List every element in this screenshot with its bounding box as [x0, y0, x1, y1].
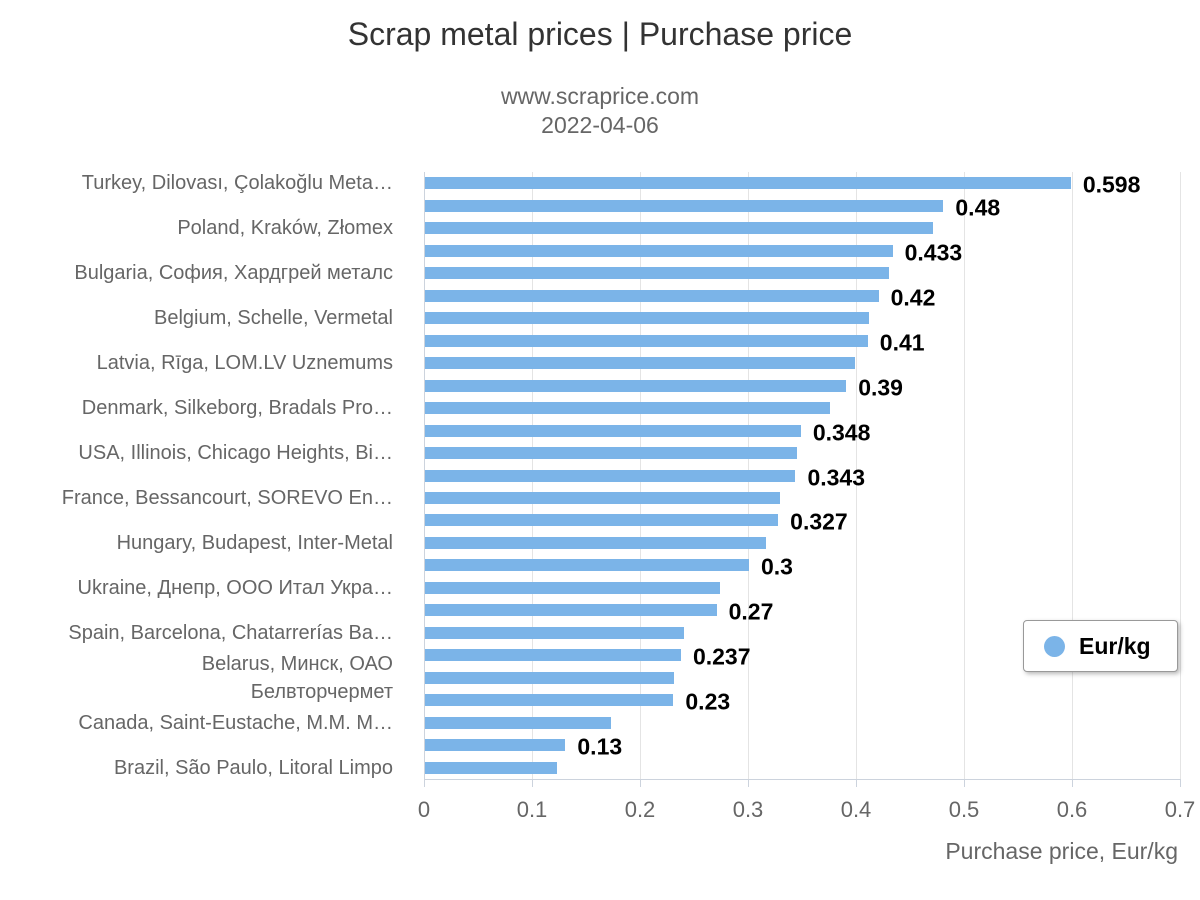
value-label: 0.23 [685, 688, 731, 715]
grid-line [964, 172, 965, 779]
category-label: Bulgaria, София, Хардгрей металс [74, 262, 393, 285]
bar[interactable] [425, 469, 795, 482]
category-label: Belgium, Schelle, Vermetal [153, 307, 393, 330]
bar[interactable] [425, 334, 868, 347]
bar[interactable] [425, 177, 1071, 190]
value-label: 0.433 [904, 239, 963, 266]
bar[interactable] [425, 514, 778, 527]
category-label: Brazil, São Paulo, Litoral Limpo [113, 756, 393, 779]
value-label: 0.27 [728, 598, 774, 625]
legend-label: Eur/kg [1079, 632, 1151, 659]
value-label: 0.48 [955, 194, 1001, 221]
chart-subtitle-date: 2022-04-06 [541, 112, 659, 138]
category-label: Latvia, Rīga, LOM.LV Uznemums [96, 352, 393, 375]
bar[interactable] [425, 222, 933, 235]
axis-tick [1180, 779, 1181, 787]
grid-line [1072, 172, 1073, 779]
value-label: 0.42 [890, 284, 936, 311]
x-tick-label: 0.6 [1056, 797, 1088, 822]
bar[interactable] [425, 581, 720, 594]
bar[interactable] [425, 626, 684, 639]
value-label: 0.598 [1082, 171, 1141, 198]
bar[interactable] [425, 739, 565, 752]
bar[interactable] [425, 604, 717, 617]
axis-tick [748, 779, 749, 787]
axis-tick [424, 779, 425, 787]
y-axis-line [424, 172, 425, 779]
value-label: 0.348 [812, 419, 871, 446]
legend-series-marker-icon [1044, 635, 1065, 657]
axis-tick [1072, 779, 1073, 787]
legend[interactable]: Eur/kg [1023, 620, 1178, 672]
value-label: 0.237 [692, 643, 751, 670]
x-axis-line [424, 779, 1181, 780]
bar[interactable] [425, 267, 889, 280]
category-label: Spain, Barcelona, Chatarrerías Ba… [68, 621, 393, 644]
value-label: 0.39 [858, 374, 903, 401]
value-label: 0.41 [879, 329, 925, 356]
x-tick-label: 0.5 [948, 797, 980, 822]
bar[interactable] [425, 694, 673, 707]
axis-tick [640, 779, 641, 787]
bar[interactable] [425, 447, 797, 460]
grid-line [1180, 172, 1181, 779]
value-label: 0.13 [577, 733, 623, 760]
bar[interactable] [425, 424, 801, 437]
x-tick-label: 0.2 [624, 797, 656, 822]
value-label: 0.343 [807, 464, 865, 490]
category-label: Belarus, Минск, ОАО Белвторчермет [201, 652, 393, 703]
bar[interactable] [425, 357, 855, 370]
bar[interactable] [425, 671, 674, 684]
axis-tick [532, 779, 533, 787]
x-axis-title: Purchase price, Eur/kg [945, 838, 1178, 864]
bar[interactable] [425, 379, 846, 392]
category-label: Turkey, Dilovası, Çolakoğlu Meta… [81, 172, 393, 195]
axis-tick [964, 779, 965, 787]
chart-title: Scrap metal prices | Purchase price [347, 16, 853, 52]
bar[interactable] [425, 559, 749, 572]
bar[interactable] [425, 716, 611, 729]
bar[interactable] [425, 312, 869, 325]
category-label: Ukraine, Днепр, ООО Итал Укра… [77, 576, 394, 599]
x-tick-label: 0 [417, 797, 431, 822]
category-label: Hungary, Budapest, Inter-Metal [116, 531, 393, 554]
bar[interactable] [425, 536, 766, 549]
bar[interactable] [425, 491, 780, 504]
x-tick-label: 0.3 [732, 797, 764, 822]
category-label: USA, Illinois, Chicago Heights, Bi… [78, 442, 393, 465]
category-label: Denmark, Silkeborg, Bradals Pro… [81, 397, 393, 420]
value-label: 0.3 [761, 553, 793, 580]
value-label: 0.327 [790, 508, 848, 535]
category-label: France, Bessancourt, SOREVO En… [61, 486, 393, 509]
bar[interactable] [425, 244, 893, 257]
category-label: Canada, Saint-Eustache, M.M. M… [78, 711, 393, 734]
x-tick-label: 0.4 [840, 797, 872, 822]
x-tick-label: 0.7 [1164, 797, 1196, 822]
bar[interactable] [425, 761, 557, 774]
x-tick-label: 0.1 [516, 797, 548, 822]
bar[interactable] [425, 289, 879, 302]
axis-tick [856, 779, 857, 787]
category-label: Poland, Kraków, Złomex [177, 217, 393, 240]
bar[interactable] [425, 199, 943, 212]
grid-line [856, 172, 857, 779]
bar[interactable] [425, 402, 830, 415]
bar[interactable] [425, 649, 681, 662]
chart-subtitle-url: www.scraprice.com [500, 83, 700, 109]
